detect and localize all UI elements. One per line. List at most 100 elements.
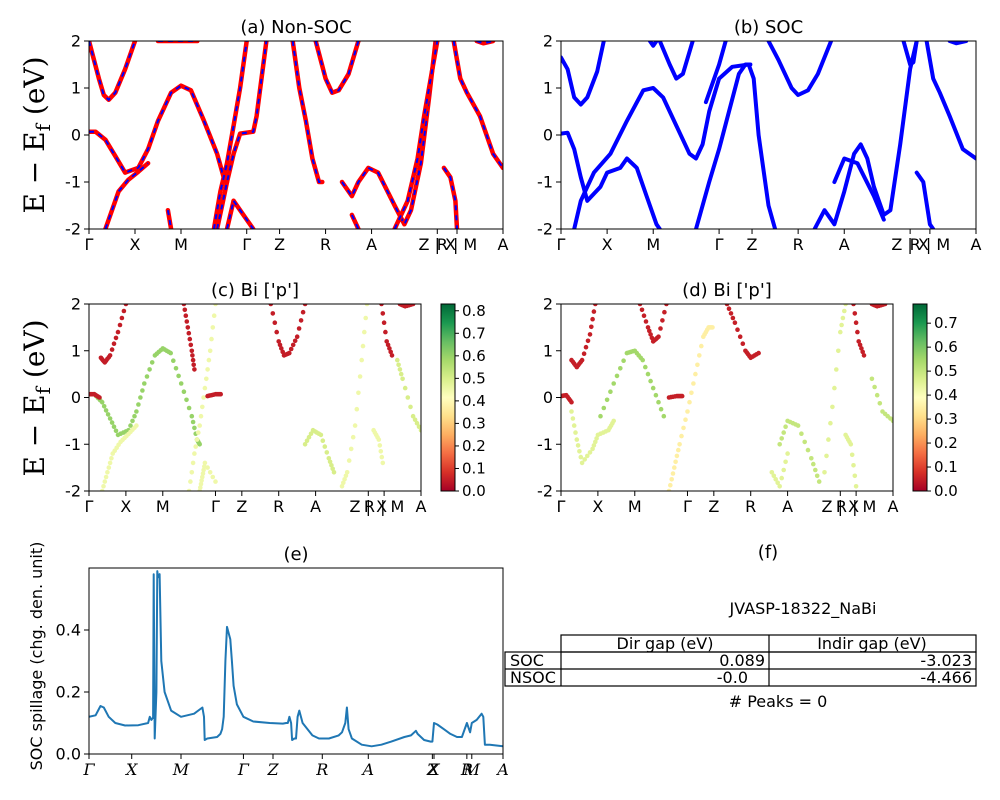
projection-dot-1-2-1 [582,457,587,462]
xtick-label-a-9: A [498,235,509,254]
projection-dot-3-0-1 [601,405,607,411]
xtick-label-c-3: Γ [211,497,220,516]
projection-dot-4-end [192,367,197,372]
band-line-nsoc-15 [451,41,503,171]
projection-dot-12-1-0 [384,339,390,344]
projection-dot-1-3-3 [594,436,599,441]
ytick-label-c-0: -2 [65,482,81,501]
projection-dot-13-end [890,418,893,424]
projection-dot-5-end [213,304,218,307]
projection-dot-13-0-2 [874,392,880,398]
projection-dot-8-0-0 [268,304,274,307]
projection-dot-3-0-3 [103,474,109,480]
band-line-soc-overlay-13 [393,41,439,229]
projection-dot-2-2-1 [109,347,115,352]
xtick-label-c-2: M [156,497,170,516]
projection-dot-7-end [213,479,218,484]
projection-dot-0-9-1 [171,358,176,364]
projection-dot-8-3-0 [809,456,814,461]
nsoc-dir-gap: -0.0 [717,668,748,687]
projection-dot-10-1-3 [836,348,841,354]
xtick-label-d-9: A [888,497,899,516]
projection-dot-12-1-1 [385,342,391,348]
projection-dot-9-1-2 [781,467,786,473]
projection-dot-2-end [593,304,598,307]
projection-dot-9-3-1 [327,459,333,465]
projection-dot-10-1-3 [350,434,356,440]
projection-dot-8-4-3 [300,309,306,315]
projection-dot-1-end [97,395,102,400]
projection-dot-5-3-1 [658,326,663,331]
colorbar-tick-c-2: 0.2 [462,437,486,455]
band-line-soc-4 [657,41,695,81]
projection-dot-5-0-1 [639,307,645,313]
projection-dot-8-2-1 [799,431,804,437]
xtick-label-a-8: R | M [437,235,477,254]
projection-dot-14-end [410,304,416,307]
projection-dot-3-4-0 [640,357,645,363]
ylabel-middle-row: E − Ef (eV) [18,319,55,476]
projection-dot-12-0-3 [855,329,860,335]
xtick-label-e-4: Z [266,760,279,779]
projection-dot-0-end [569,399,574,405]
projection-dot-7-1-1 [200,471,206,476]
projection-dot-5-1-2 [648,332,653,337]
projection-dot-2-3-2 [590,316,595,322]
projection-dot-1-3-0 [590,446,595,452]
projection-dot-9-end [785,451,790,456]
panel-title-a: (a) Non-SOC [240,17,351,38]
xtick-label-e-7: Z [426,760,439,779]
projection-dot-3-0-3 [608,389,613,395]
ytick-label-d-4: 2 [543,295,553,314]
projection-dot-8-4-2 [298,318,304,323]
band-line-nsoc-13 [392,41,440,229]
projection-dot-0-1-1 [101,404,107,409]
projection-dot-4-0-1 [668,482,673,488]
projection-dot-10-0-2 [826,437,831,442]
band-line-soc-overlay-6 [212,41,248,229]
xtick-label-e-8: X [426,760,440,779]
xtick-label-e-2: M [172,760,190,779]
band-line-soc-6 [703,41,728,105]
projection-dot-0-5-3 [140,388,145,393]
projection-dot-1-end [611,418,616,424]
projection-dot-3-end [134,423,139,428]
projection-dot-13-2-2 [414,420,420,426]
projection-dot-12-end [861,353,867,358]
xtick-label-d-0: Γ [557,497,566,516]
projection-dot-5-1-2 [194,437,200,442]
projection-dot-5-4-3 [211,313,217,319]
projection-dot-8-4-1 [296,326,302,331]
colorbar-tick-c-8: 0.8 [462,302,486,320]
projection-dot-4-2-3 [683,417,688,423]
xtick-label-e-5: R [315,760,328,779]
band-line-soc-overlay-10 [314,41,360,94]
projection-dot-2-3-0 [115,329,121,335]
projection-dot-10-1-1 [346,458,352,463]
panel-title-e: (e) [283,544,308,565]
projection-dot-3-1-2 [618,366,623,371]
ytick-label-c-1: -1 [65,435,81,454]
projection-dot-4-2-2 [681,425,686,431]
panel-f-gap-table: (f) JVASP-18322_NaBi Dir gap (eV) Indir … [504,542,977,711]
ytick-label-e-1: 0.2 [56,683,81,702]
projection-dot-5-2-0 [197,423,202,428]
projection-dot-12-0-2 [381,320,387,326]
xtick-label-c-4: Z [236,497,247,516]
xtick-label-b-8: R | M [910,235,950,254]
projection-dot-13-0-1 [396,362,401,368]
projection-dot-10-0-3 [828,420,833,426]
band-line-soc-1 [561,41,606,107]
ytick-label-b-1: -1 [537,173,553,192]
projection-dot-0-1-3 [105,412,111,417]
projection-dot-3-4-1 [643,364,648,370]
band-line-soc-overlay-16 [476,41,494,45]
projection-dot-9-1-0 [777,484,782,489]
projection-dot-11-1-2 [378,449,384,454]
projection-dot-5-1-1 [193,444,198,449]
projection-dot-4-2-3 [191,362,196,368]
projection-dot-7-1-0 [732,320,738,326]
band-line-soc-overlay-7 [226,200,235,229]
xtick-label-c-0: Γ [85,497,94,516]
xtick-label-d-4: Z [708,497,719,516]
